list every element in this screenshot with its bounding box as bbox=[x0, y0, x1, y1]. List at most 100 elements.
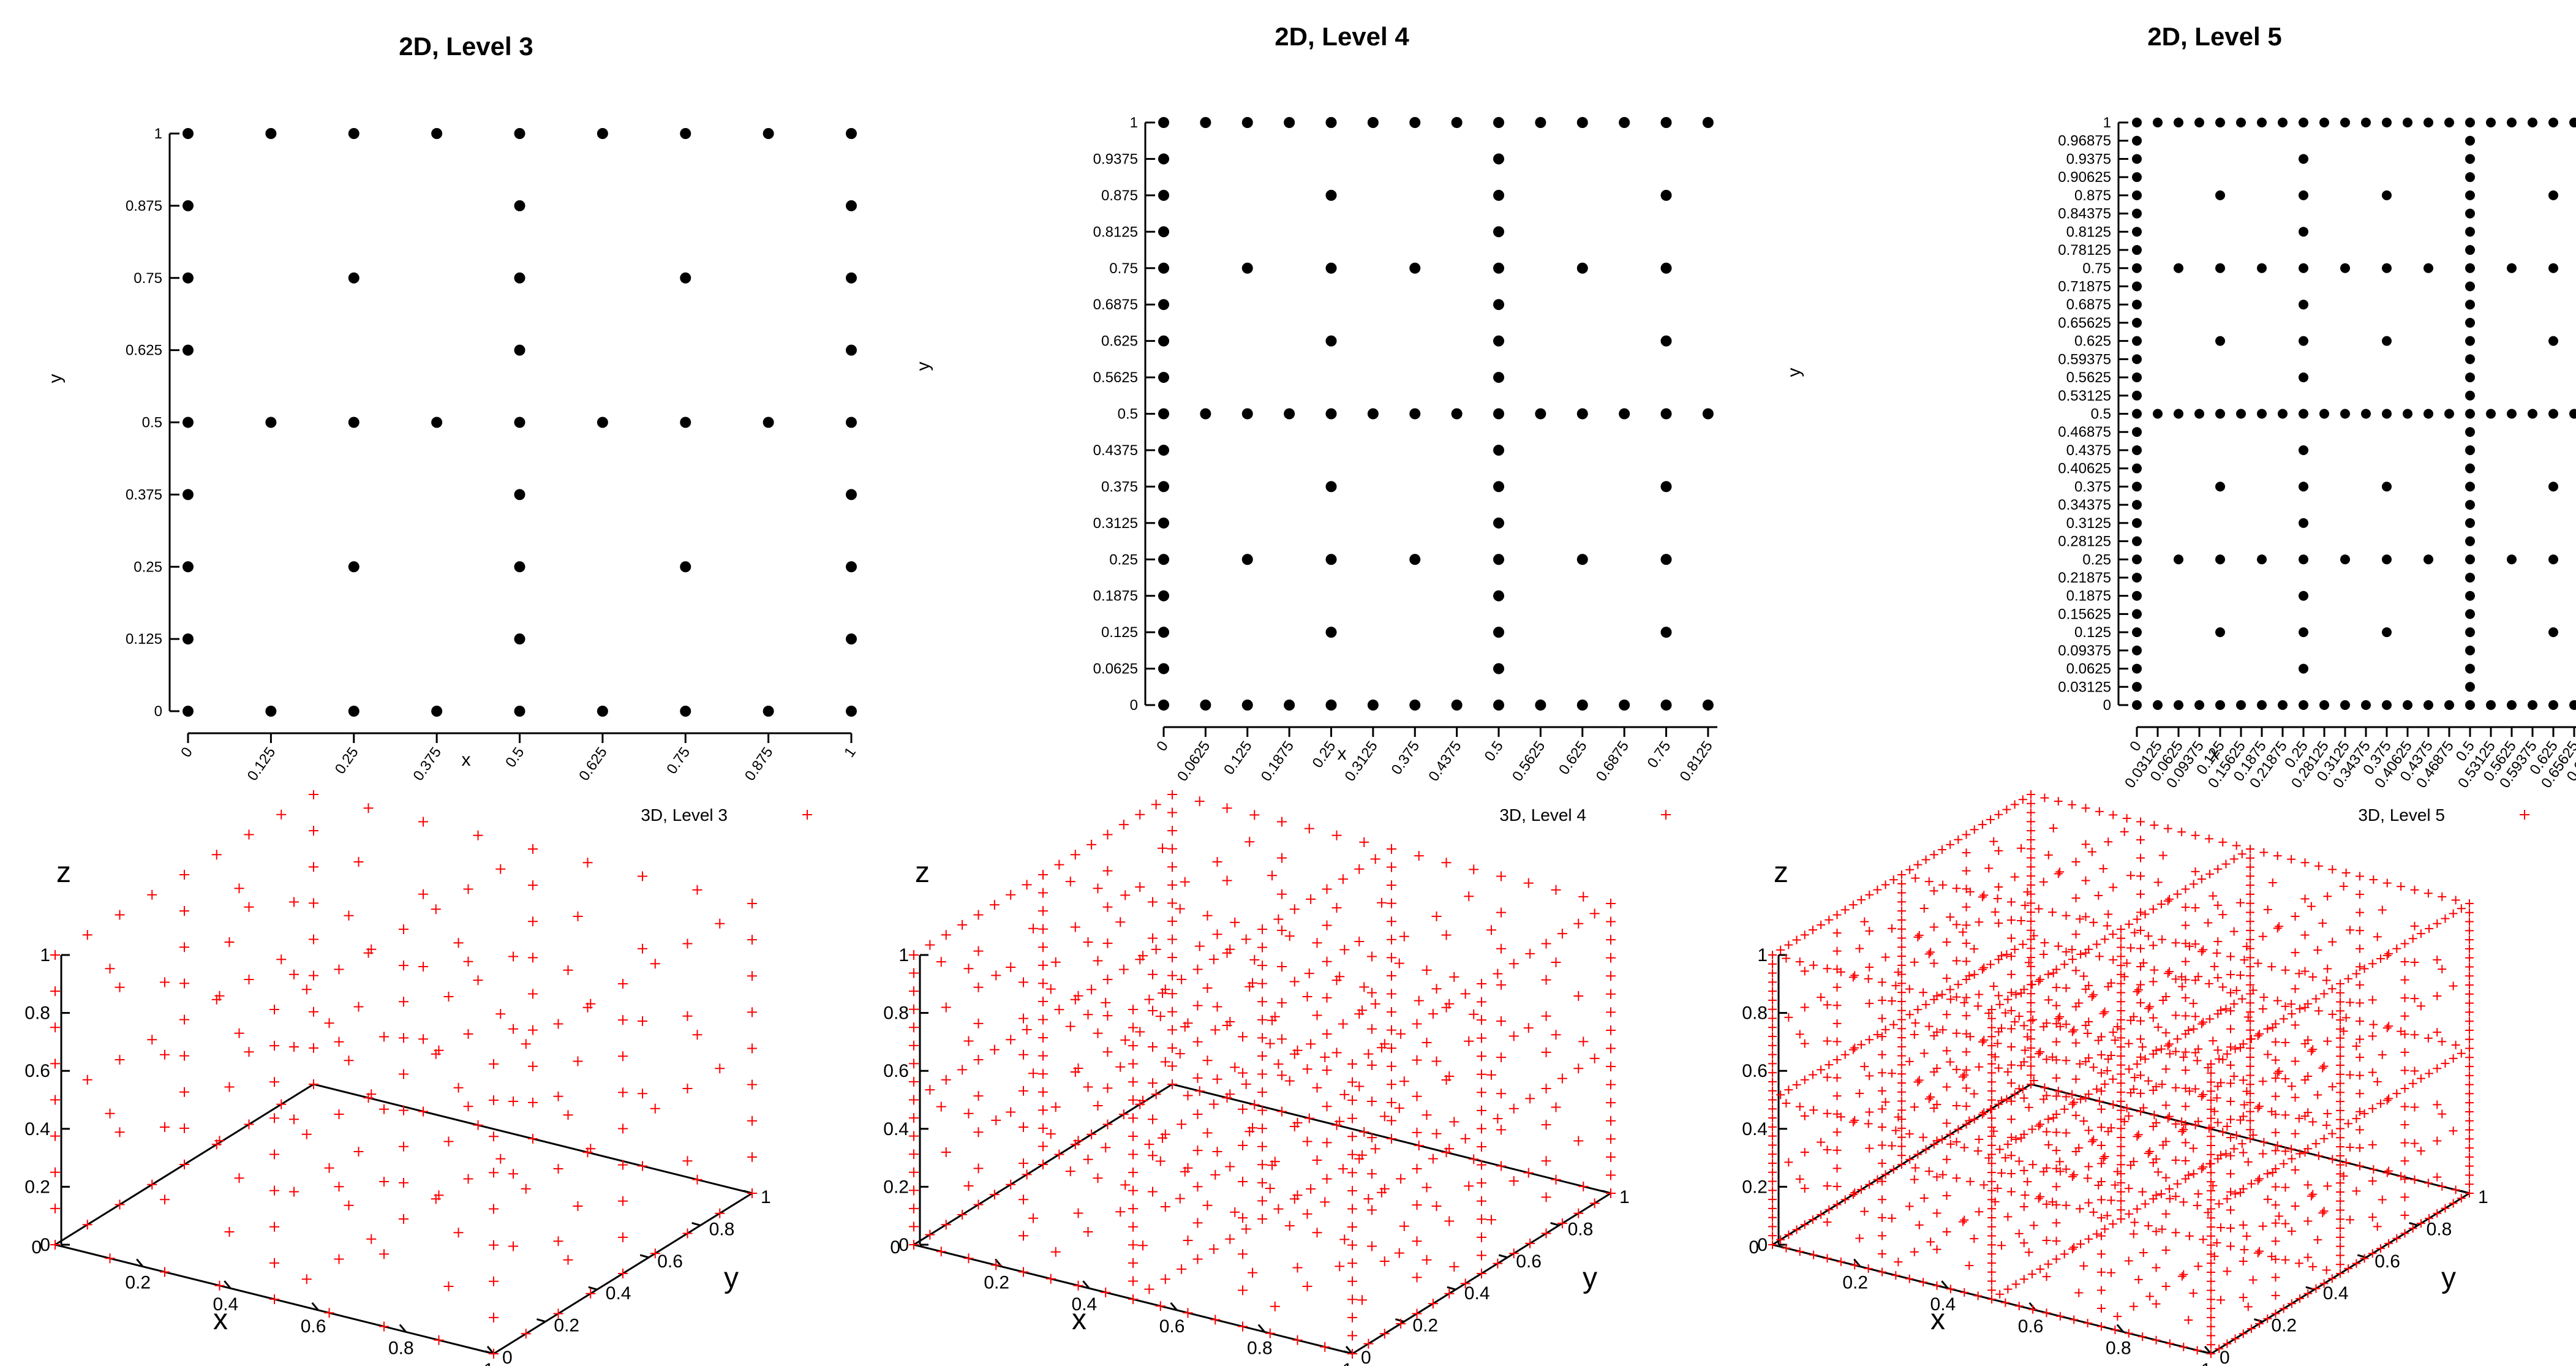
data-point bbox=[2548, 409, 2558, 419]
data-point bbox=[1919, 1049, 1929, 1058]
data-point bbox=[1946, 1139, 1955, 1149]
data-point bbox=[1038, 1069, 1048, 1079]
data-point bbox=[1987, 1295, 1996, 1304]
data-point bbox=[2212, 948, 2221, 957]
data-point bbox=[2319, 700, 2329, 710]
z-axis-label: z bbox=[915, 856, 930, 889]
data-point bbox=[489, 1204, 499, 1214]
data-point bbox=[1535, 700, 1546, 711]
data-point bbox=[2027, 872, 2035, 881]
data-point bbox=[1093, 1173, 1103, 1183]
data-point bbox=[2071, 930, 2081, 939]
data-point bbox=[1322, 956, 1332, 967]
data-point bbox=[1347, 1204, 1357, 1214]
data-point bbox=[105, 1253, 115, 1264]
data-point bbox=[1508, 959, 1519, 969]
data-point bbox=[2054, 1014, 2063, 1023]
data-point bbox=[1464, 1036, 1474, 1046]
data-point bbox=[2465, 899, 2474, 908]
data-point bbox=[1541, 975, 1551, 985]
data-point bbox=[2199, 1235, 2208, 1244]
data-point bbox=[1028, 1213, 1038, 1223]
data-point bbox=[1054, 1005, 1064, 1015]
data-point bbox=[1952, 1138, 1961, 1147]
data-point bbox=[2097, 1304, 2106, 1313]
data-point bbox=[2341, 1013, 2351, 1022]
data-point bbox=[434, 1335, 444, 1345]
data-point bbox=[1073, 991, 1083, 1001]
data-point bbox=[1960, 1215, 1969, 1224]
data-point bbox=[2124, 1256, 2133, 1266]
data-point bbox=[2040, 793, 2049, 802]
data-point bbox=[2044, 1140, 2053, 1149]
data-point bbox=[353, 1002, 364, 1012]
data-point bbox=[1322, 1029, 1332, 1039]
data-point bbox=[1962, 957, 1971, 966]
data-point bbox=[846, 128, 857, 139]
data-point bbox=[1557, 1218, 1567, 1229]
data-point bbox=[1394, 1103, 1404, 1114]
data-point bbox=[453, 938, 464, 948]
data-point bbox=[160, 1267, 170, 1277]
data-point bbox=[2171, 1192, 2180, 1201]
data-point bbox=[963, 1181, 974, 1191]
y-tick-label: 0.9375 bbox=[1093, 151, 1138, 167]
data-point bbox=[1836, 1257, 1845, 1266]
data-point bbox=[1422, 1182, 1432, 1193]
data-point bbox=[1238, 1032, 1248, 1042]
data-point bbox=[1792, 1225, 1801, 1234]
data-point bbox=[2384, 949, 2393, 958]
data-point bbox=[1987, 1168, 1996, 1177]
data-point bbox=[692, 1174, 702, 1185]
data-point bbox=[1409, 117, 1421, 128]
data-point bbox=[2226, 988, 2235, 997]
data-point bbox=[1878, 1050, 1886, 1059]
data-point bbox=[1339, 945, 1350, 955]
data-point bbox=[1212, 857, 1222, 867]
data-point bbox=[105, 964, 115, 974]
data-point bbox=[1160, 1274, 1170, 1285]
data-point bbox=[2132, 572, 2142, 583]
data-point bbox=[1970, 1089, 1979, 1098]
data-point bbox=[1087, 839, 1097, 850]
data-point bbox=[1128, 1221, 1138, 1232]
data-point bbox=[1158, 843, 1167, 853]
data-point bbox=[1022, 1169, 1032, 1180]
data-point bbox=[2410, 1030, 2419, 1040]
data-point bbox=[2271, 1291, 2280, 1300]
data-point bbox=[2221, 1005, 2231, 1014]
data-point bbox=[2255, 1247, 2264, 1256]
data-point bbox=[82, 1220, 92, 1230]
data-point bbox=[1477, 1196, 1486, 1206]
data-point bbox=[2275, 922, 2284, 931]
data-point bbox=[2075, 915, 2084, 924]
data-point bbox=[2318, 919, 2327, 928]
data-point bbox=[473, 830, 483, 840]
data-point bbox=[1946, 985, 1955, 994]
data-point bbox=[2034, 904, 2043, 913]
data-point bbox=[1118, 820, 1129, 830]
data-point bbox=[2303, 999, 2313, 1008]
data-point bbox=[2232, 1131, 2241, 1140]
data-point bbox=[2027, 1071, 2035, 1080]
data-point bbox=[2113, 1167, 2122, 1176]
data-point bbox=[1702, 117, 1714, 128]
data-point bbox=[2465, 1098, 2474, 1108]
y-tick-label: 0.25 bbox=[1109, 551, 1138, 568]
data-point bbox=[2336, 1179, 2344, 1188]
data-point bbox=[289, 897, 299, 907]
data-point bbox=[2223, 1339, 2232, 1348]
data-point bbox=[2138, 1043, 2147, 1052]
data-point bbox=[2356, 1125, 2364, 1134]
data-point bbox=[2194, 409, 2204, 419]
y-tick-label: 0.4375 bbox=[1093, 442, 1138, 459]
x-tick-label: 1 bbox=[2201, 1360, 2212, 1366]
data-point bbox=[2117, 1142, 2125, 1151]
data-point bbox=[1120, 1180, 1131, 1190]
data-point bbox=[1331, 1047, 1342, 1058]
data-point bbox=[1183, 1236, 1193, 1245]
data-point bbox=[399, 997, 409, 1007]
data-point bbox=[2092, 1085, 2101, 1094]
data-point bbox=[1354, 864, 1365, 874]
data-point bbox=[2042, 1163, 2051, 1172]
